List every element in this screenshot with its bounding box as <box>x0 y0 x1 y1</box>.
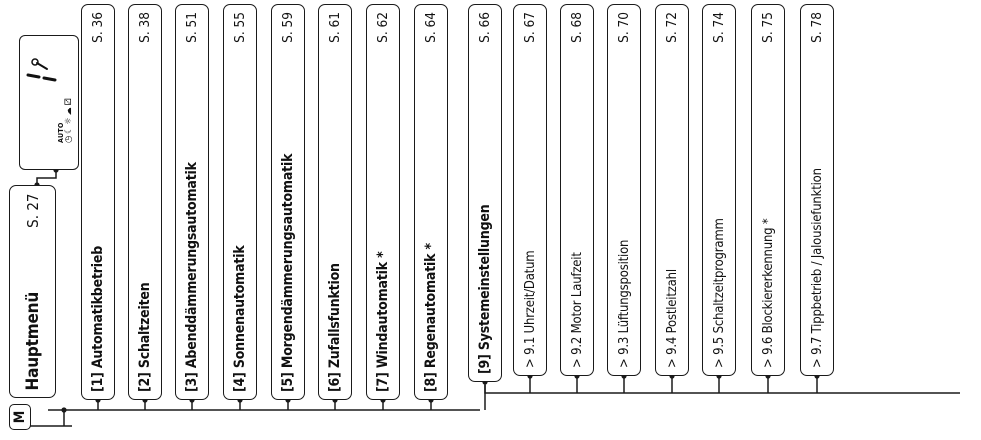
menu-item-label: [1] Automatikbetrieb <box>90 245 106 392</box>
menu-item-page: S. 61 <box>327 12 343 43</box>
dusk-icon: ☁ <box>64 106 74 115</box>
sub-item-9-1[interactable]: > 9.1 Uhrzeit/Datum S. 67 <box>513 4 547 376</box>
clock-icon: ◷ <box>64 135 74 143</box>
sub-item-label: > 9.2 Motor Laufzeit <box>569 252 585 368</box>
menu-key-label: M <box>12 410 28 424</box>
menu-item-page: S. 62 <box>375 12 391 43</box>
menu-item-page: S. 36 <box>90 12 106 43</box>
sun-icon: ☼ <box>64 116 74 125</box>
menu-item-5[interactable]: [5] Morgendämmerungsautomatik S. 59 <box>271 4 305 400</box>
menu-item-7[interactable]: [7] Windautomatik * S. 62 <box>366 4 400 400</box>
sub-item-9-4[interactable]: > 9.4 Postleitzahl S. 72 <box>655 4 689 376</box>
dice-icon: ⚂ <box>64 97 74 105</box>
menu-item-page: S. 55 <box>232 12 248 43</box>
sub-item-page: S. 70 <box>616 12 632 43</box>
menu-item-label: [5] Morgendämmerungsautomatik <box>280 153 296 392</box>
sub-item-label: > 9.3 Lüftungsposition <box>616 239 632 368</box>
sub-item-page: S. 78 <box>809 12 825 43</box>
sub-item-page: S. 68 <box>569 12 585 43</box>
moon-icon: ☾ <box>64 126 74 134</box>
menu-item-1[interactable]: [1] Automatikbetrieb S. 36 <box>81 4 115 400</box>
menu-item-page: S. 64 <box>423 12 439 43</box>
main-menu-title: Hauptmenü <box>22 291 43 390</box>
menu-item-page: S. 38 <box>137 12 153 43</box>
menu-item-label: [8] Regenautomatik * <box>423 243 439 392</box>
lcd-display: AUTO ◷ ☾ ☼ ☁ ⚂ <box>19 35 79 170</box>
sub-item-page: S. 67 <box>522 12 538 43</box>
menu-item-2[interactable]: [2] Schaltzeiten S. 38 <box>128 4 162 400</box>
sub-item-9-7[interactable]: > 9.7 Tippbetrieb / Jalousiefunktion S. … <box>800 4 834 376</box>
sub-item-page: S. 75 <box>760 12 776 43</box>
mode-symbols: ◷ ☾ ☼ ☁ ⚂ <box>64 98 74 143</box>
sub-item-9-6[interactable]: > 9.6 Blockiererkennung * S. 75 <box>751 4 785 376</box>
menu-item-page: S. 66 <box>477 12 493 43</box>
menu-item-8[interactable]: [8] Regenautomatik * S. 64 <box>414 4 448 400</box>
sub-item-9-5[interactable]: > 9.5 Schaltzeitprogramm S. 74 <box>702 4 736 376</box>
menu-item-label: [7] Windautomatik * <box>375 251 391 393</box>
sub-item-9-3[interactable]: > 9.3 Lüftungsposition S. 70 <box>607 4 641 376</box>
main-menu-header[interactable]: Hauptmenü S. 27 <box>9 185 56 398</box>
menu-item-4[interactable]: [4] Sonnenautomatik S. 55 <box>223 4 257 400</box>
menu-item-page: S. 59 <box>280 12 296 43</box>
display-connector <box>36 170 57 185</box>
main-menu-page: S. 27 <box>23 193 42 228</box>
menu-item-9[interactable]: [9] Systemeinstellungen S. 66 <box>468 4 502 382</box>
sub-item-page: S. 72 <box>664 12 680 43</box>
sub-item-9-2[interactable]: > 9.2 Motor Laufzeit S. 68 <box>560 4 594 376</box>
menu-item-label: [2] Schaltzeiten <box>137 282 153 392</box>
menu-item-label: [4] Sonnenautomatik <box>232 245 248 392</box>
menu-item-label: [6] Zufallsfunktion <box>327 263 343 392</box>
menu-item-3[interactable]: [3] Abenddämmerungsautomatik S. 51 <box>175 4 209 400</box>
sub-item-label: > 9.4 Postleitzahl <box>664 269 680 368</box>
sub-bus-line <box>484 385 960 394</box>
menu-key-m[interactable]: M <box>9 404 31 430</box>
sub-item-label: > 9.6 Blockiererkennung * <box>760 218 776 368</box>
menu-item-label: [3] Abenddämmerungsautomatik <box>184 162 200 392</box>
lcd-time-digits <box>26 73 57 81</box>
menu-item-label: [9] Systemeinstellungen <box>477 204 493 374</box>
sub-item-label: > 9.5 Schaltzeitprogramm <box>711 218 727 368</box>
wrench-icon <box>31 57 48 70</box>
sub-item-label: > 9.1 Uhrzeit/Datum <box>522 250 538 368</box>
sub-item-label: > 9.7 Tippbetrieb / Jalousiefunktion <box>809 168 825 368</box>
menu-item-6[interactable]: [6] Zufallsfunktion S. 61 <box>318 4 352 400</box>
sub-item-page: S. 74 <box>711 12 727 43</box>
menu-item-page: S. 51 <box>184 12 200 43</box>
